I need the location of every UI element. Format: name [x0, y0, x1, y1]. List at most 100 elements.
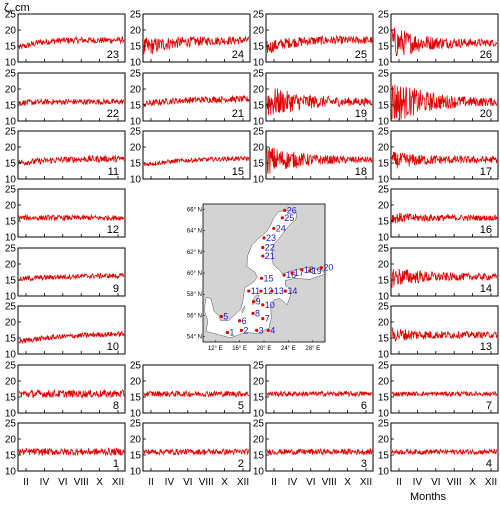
lat-tick-label: 66° N: [187, 207, 202, 213]
y-tick-label: 20: [253, 26, 265, 37]
x-tick-label: X: [344, 477, 351, 488]
panel-1: 10 15 20 25 1: [5, 419, 126, 478]
series-line-4: [391, 448, 498, 456]
y-tick-label: 25: [5, 10, 17, 21]
baltic-map: 54° N 56° N 58° N 60° N 62° N 64° N 66° N 12° E…: [187, 203, 333, 352]
station-dot-8: [251, 311, 255, 315]
y-tick-label: 15: [5, 159, 17, 170]
series-line-16: [391, 212, 498, 224]
y-tick-label: 15: [130, 159, 142, 170]
y-tick-label: 10: [5, 292, 17, 303]
panel-frame: [17, 72, 126, 122]
station-dot-1: [225, 330, 229, 335]
y-tick-label: 10: [378, 292, 390, 303]
y-tick-label: 25: [5, 244, 17, 255]
panel-label-9: 9: [113, 283, 119, 295]
station-dot-19: [308, 269, 312, 273]
panel-23: 10 15 20 25 23: [5, 10, 126, 69]
panel-18: 10 15 20 25 18: [253, 127, 374, 186]
y-tick-label: 15: [5, 42, 17, 53]
station-label-9: 9: [256, 297, 261, 307]
panel-label-23: 23: [107, 49, 119, 61]
station-dot-9: [252, 300, 256, 304]
lat-tick-label: 56° N: [187, 313, 202, 319]
series-line-24: [143, 35, 250, 55]
panel-8: 10 15 20 25 8: [5, 361, 126, 420]
x-tick-label: VI: [183, 477, 192, 488]
y-tick-label: 25: [378, 10, 390, 21]
x-tick-label: II: [271, 477, 277, 488]
y-tick-label: 25: [378, 302, 390, 313]
series-line-8: [18, 388, 125, 399]
panel-label-8: 8: [113, 400, 119, 412]
y-tick-label: 25: [5, 302, 17, 313]
panel-3: 10 15 20 25 3: [253, 419, 374, 478]
station-dot-16: [282, 273, 286, 277]
station-label-11: 11: [251, 286, 260, 296]
series-line-5: [143, 389, 250, 398]
x-axis-label: Months: [410, 491, 447, 503]
x-tick-label: XII: [112, 477, 124, 488]
y-tick-label: 20: [5, 377, 17, 388]
y-tick-label: 15: [378, 451, 390, 462]
panel-11: 10 15 20 25 11: [5, 127, 126, 186]
y-tick-label: 10: [5, 350, 17, 361]
x-tick-label: IV: [288, 477, 298, 488]
panel-label-11: 11: [108, 166, 119, 178]
island: [241, 305, 246, 315]
lon-tick-label: 12° E: [208, 346, 223, 352]
panel-label-1: 1: [113, 458, 119, 470]
y-tick-label: 20: [378, 143, 390, 154]
panel-label-17: 17: [480, 166, 492, 178]
y-tick-label: 25: [130, 419, 142, 430]
panel-label-3: 3: [361, 458, 367, 470]
station-label-25: 25: [284, 213, 294, 223]
y-tick-label: 15: [130, 393, 142, 404]
panel-label-21: 21: [232, 108, 244, 120]
panel-label-4: 4: [486, 458, 492, 470]
sea-area: [203, 210, 326, 339]
y-tick-label: 10: [253, 175, 265, 186]
panel-label-10: 10: [107, 341, 119, 353]
y-tick-label: 15: [5, 217, 17, 228]
y-tick-label: 20: [378, 85, 390, 96]
station-label-20: 20: [323, 263, 333, 273]
panel-label-26: 26: [480, 49, 492, 61]
panel-label-14: 14: [480, 283, 492, 295]
series-line-3: [266, 447, 373, 456]
y-tick-label: 10: [378, 58, 390, 69]
y-tick-label: 20: [378, 377, 390, 388]
y-tick-label: 20: [5, 143, 17, 154]
panel-15: 10 15 20 25 15: [130, 127, 251, 186]
station-dot-7: [261, 317, 265, 321]
station-label-15: 15: [264, 273, 274, 283]
station-dot-11: [247, 289, 251, 293]
lon-tick-label: 28° E: [305, 346, 320, 352]
y-tick-label: 15: [378, 276, 390, 287]
x-tick-label: X: [96, 477, 103, 488]
y-tick-label: 10: [5, 175, 17, 186]
lat-tick-label: 58° N: [187, 292, 202, 298]
x-tick-label: X: [221, 477, 228, 488]
y-tick-label: 25: [130, 10, 142, 21]
station-label-10: 10: [265, 300, 275, 310]
y-tick-label: 10: [5, 117, 17, 128]
y-tick-label: 10: [5, 233, 17, 244]
x-tick-label: XII: [360, 477, 372, 488]
panel-22: 10 15 20 25 22: [5, 69, 126, 128]
y-tick-label: 10: [253, 409, 265, 420]
panel-label-6: 6: [361, 400, 367, 412]
panel-5: 10 15 20 25 5: [130, 361, 251, 420]
x-tick-label: XII: [237, 477, 249, 488]
panel-17: 10 15 20 25 17: [378, 127, 499, 186]
y-tick-label: 10: [378, 467, 390, 478]
station-label-5: 5: [223, 312, 228, 322]
panel-frame: [17, 130, 126, 180]
series-line-1: [18, 447, 125, 457]
panel-frame: [142, 130, 251, 180]
y-tick-label: 20: [378, 318, 390, 329]
y-tick-label: 10: [5, 467, 17, 478]
panel-frame: [17, 13, 126, 63]
station-label-26: 26: [287, 205, 297, 215]
panel-frame: [390, 364, 499, 414]
